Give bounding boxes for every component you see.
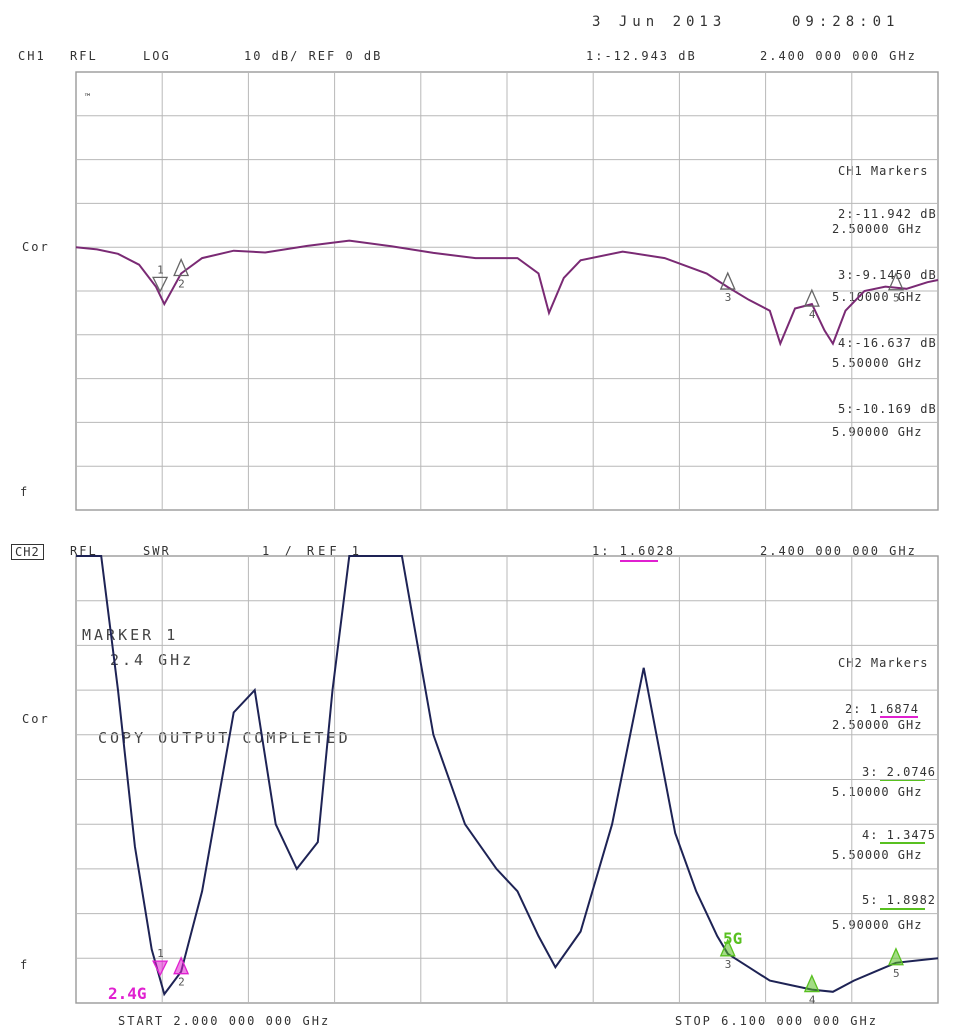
ch1-cor-label: Cor bbox=[22, 240, 50, 254]
ch1-marker-5-triangle bbox=[887, 272, 904, 291]
ch1-marker-2-triangle bbox=[173, 257, 190, 277]
ch1-mode: RFL bbox=[70, 49, 98, 63]
start-frequency: START 2.000 000 000 GHz bbox=[118, 1014, 331, 1028]
date-readout: 3 Jun 2013 bbox=[592, 14, 727, 30]
ch1-grid bbox=[75, 71, 939, 511]
ch2-cor-label: Cor bbox=[22, 712, 50, 726]
ch2-active-freq: 2.400 000 000 GHz bbox=[760, 544, 917, 558]
ch1-marker-4-value: 4:-16.637 dB bbox=[838, 336, 937, 350]
ch1-marker-4-number: 4 bbox=[809, 308, 816, 321]
ch2-f-label: f bbox=[20, 958, 30, 972]
ch1-marker-3-freq: 5.10000 GHz bbox=[832, 290, 923, 304]
ch1-marker-5-freq: 5.90000 GHz bbox=[832, 425, 923, 439]
ch1-active-freq: 2.400 000 000 GHz bbox=[760, 49, 917, 63]
ch2-label: CH2 bbox=[11, 544, 44, 560]
ch2-format: SWR bbox=[143, 544, 171, 558]
ch1-scale: 10 dB/ REF 0 dB bbox=[244, 49, 383, 63]
ch2-scale: 1 / REF 1 bbox=[262, 544, 364, 558]
ch1-marker-3-value: 3:-9.1450 dB bbox=[838, 268, 937, 282]
ch1-marker-2-number: 2 bbox=[178, 277, 185, 290]
ch2-mode: RFL bbox=[70, 544, 98, 558]
ch1-f-label: f bbox=[20, 485, 30, 499]
ch1-marker-3-number: 3 bbox=[725, 291, 732, 304]
ch1-tag: ™ bbox=[85, 93, 93, 103]
stop-frequency: STOP 6.100 000 000 GHz bbox=[675, 1014, 878, 1028]
ch1-marker-4-freq: 5.50000 GHz bbox=[832, 356, 923, 370]
ch1-marker-5-number: 5 bbox=[893, 292, 900, 305]
time-readout: 09:28:01 bbox=[792, 14, 900, 30]
ch1-label: CH1 bbox=[18, 49, 46, 63]
ch1-markers: 1 2 3 4 5 bbox=[152, 257, 904, 321]
ch1-marker-3-triangle bbox=[719, 271, 736, 290]
ch1-marker-2-value: 2:-11.942 dB bbox=[838, 207, 937, 221]
ch1-marker-2-freq: 2.50000 GHz bbox=[832, 222, 923, 236]
ch1-markers-title: CH1 Markers bbox=[838, 164, 929, 178]
ch1-format: LOG bbox=[143, 49, 171, 63]
ch1-active-marker: 1:-12.943 dB bbox=[586, 49, 697, 63]
ch1-marker-1-number: 1 bbox=[157, 263, 164, 276]
ch1-marker-1-triangle bbox=[152, 276, 169, 293]
ch1-trace-line bbox=[75, 239, 939, 347]
ch2-active-marker: 1: 1.6028 bbox=[592, 544, 676, 558]
ch1-marker-5-value: 5:-10.169 dB bbox=[838, 402, 937, 416]
ch1-marker-4-triangle bbox=[803, 288, 820, 307]
